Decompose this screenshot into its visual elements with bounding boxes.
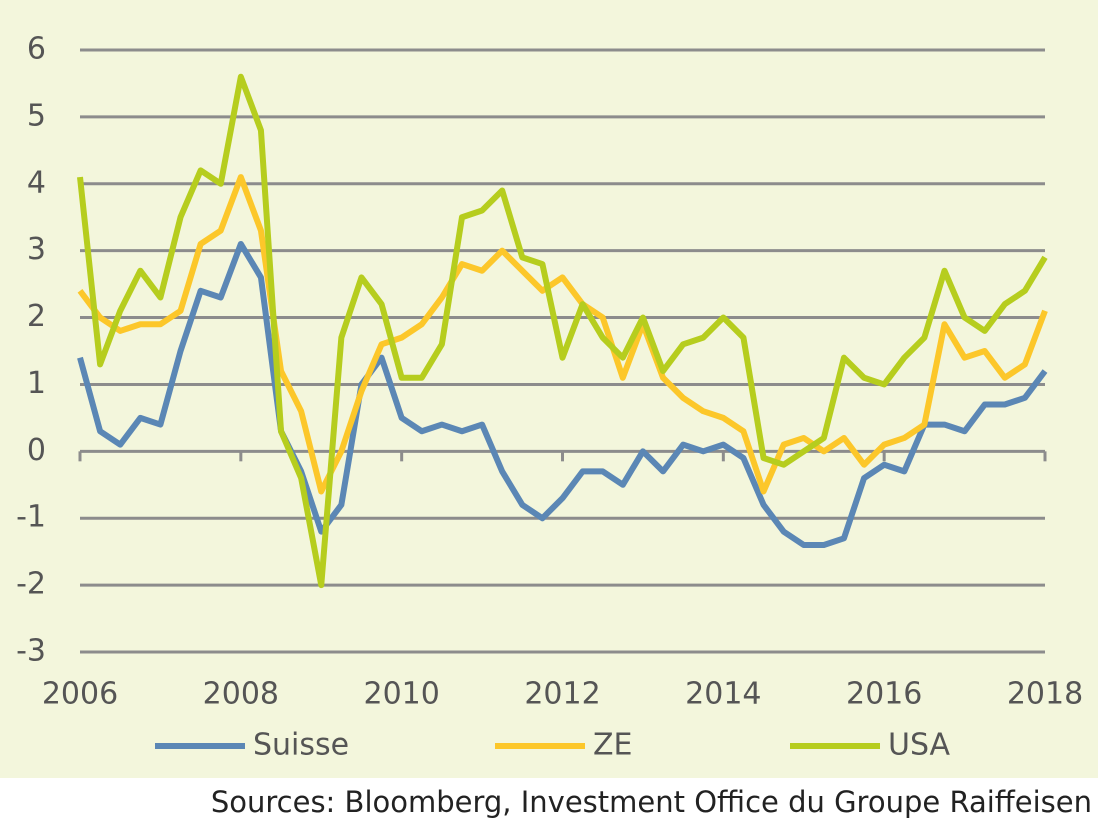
y-tick-label: -1 [16, 500, 46, 535]
legend-label: USA [888, 728, 951, 763]
x-tick-label: 2008 [203, 677, 279, 712]
y-tick-label: 5 [27, 98, 46, 133]
series-line [77, 240, 1048, 548]
y-tick-label: 1 [27, 366, 46, 401]
x-tick-label: 2006 [42, 677, 118, 712]
x-tick-label: 2014 [685, 677, 761, 712]
x-tick-label: 2010 [363, 677, 439, 712]
x-tick-label: 2012 [524, 677, 600, 712]
legend-label: ZE [593, 728, 633, 763]
x-tick-label: 2018 [1007, 677, 1083, 712]
y-tick-label: -2 [16, 567, 46, 602]
y-tick-label: 4 [27, 165, 46, 200]
x-tick-label: 2016 [846, 677, 922, 712]
y-tick-label: 3 [27, 232, 46, 267]
y-tick-label: 2 [27, 299, 46, 334]
series-line [77, 174, 1048, 495]
y-tick-label: -3 [16, 634, 46, 669]
series-line [77, 73, 1048, 589]
plot-background [0, 0, 1098, 778]
y-tick-label: 6 [27, 32, 46, 67]
y-tick-label: 0 [27, 433, 46, 468]
source-note: Sources: Bloomberg, Investment Office du… [211, 785, 1092, 819]
legend-label: Suisse [253, 728, 349, 763]
